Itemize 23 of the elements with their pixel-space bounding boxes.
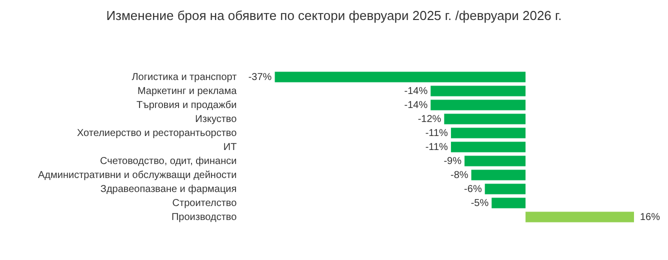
y-tick-label: Производство: [171, 212, 238, 223]
y-tick-label: Строителство: [172, 198, 238, 209]
data-label: -6%: [464, 184, 482, 195]
y-tick-label: Търговия и продажби: [136, 100, 237, 111]
data-label: -14%: [404, 100, 428, 111]
y-tick-label: ИТ: [223, 142, 237, 153]
y-tick-label: Изкуство: [195, 114, 238, 125]
data-label: 16%: [640, 212, 660, 223]
data-label: -11%: [425, 142, 448, 153]
data-label: -12%: [418, 114, 442, 125]
data-label: -8%: [450, 170, 468, 181]
data-label: -5%: [470, 198, 489, 209]
y-tick-label: Логистика и транспорт: [132, 72, 238, 83]
y-tick-label: Административни и обслужващи дейности: [38, 170, 237, 181]
y-tick-label: Хотелиерство и ресторантьорство: [77, 128, 238, 139]
y-tick-label: Маркетинг и реклама: [137, 86, 238, 97]
data-label: -14%: [404, 86, 428, 97]
y-tick-label: Счетоводство, одит, финанси: [100, 156, 237, 167]
data-label: -9%: [444, 156, 462, 167]
chart-title: Изменение броя на обявите по сектори февруари 2025 г. /февруари 2026 г.: [105, 8, 563, 23]
data-label: -37%: [248, 72, 272, 83]
y-tick-label: Здравеопазване и фармация: [100, 184, 237, 195]
data-label: -11%: [425, 128, 448, 139]
